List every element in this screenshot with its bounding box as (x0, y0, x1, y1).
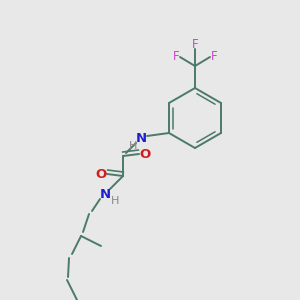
Text: O: O (140, 148, 151, 160)
Text: F: F (173, 50, 179, 64)
Text: O: O (95, 167, 106, 181)
Text: N: N (100, 188, 111, 200)
Text: N: N (136, 131, 147, 145)
Text: H: H (111, 196, 119, 206)
Text: F: F (211, 50, 217, 64)
Text: H: H (129, 141, 137, 151)
Text: F: F (192, 38, 198, 52)
